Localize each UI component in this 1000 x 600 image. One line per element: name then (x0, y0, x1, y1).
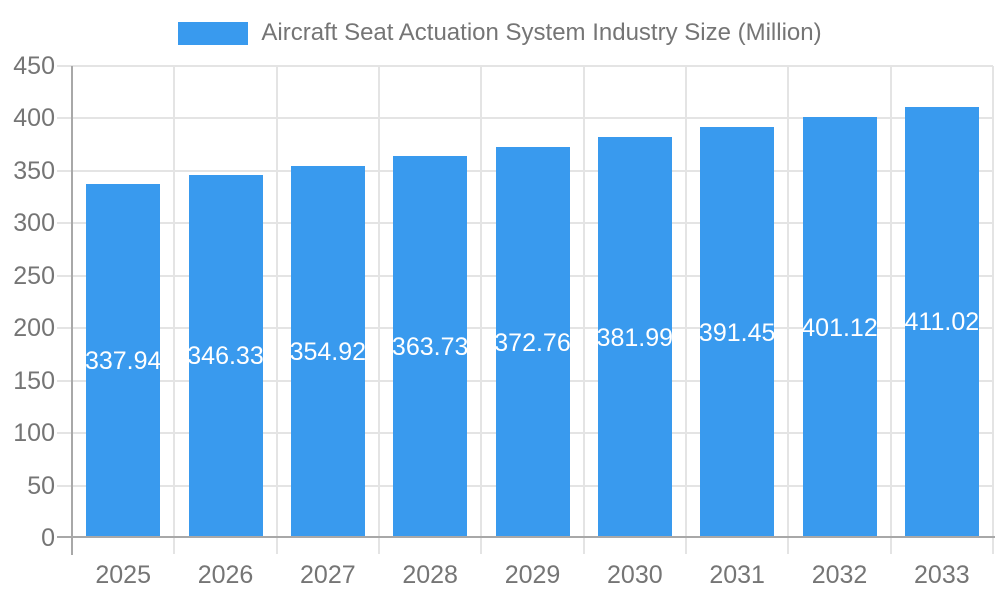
x-axis-tick (582, 538, 585, 554)
y-tick-label: 100 (13, 419, 55, 448)
bar-value-label: 363.73 (391, 333, 469, 362)
x-tick-label: 2033 (914, 561, 970, 589)
x-axis-tick (889, 538, 892, 554)
y-axis-tick (57, 327, 72, 330)
y-tick-label: 300 (13, 209, 55, 238)
y-tick-label: 400 (13, 104, 55, 133)
x-axis-tick (173, 538, 176, 554)
x-axis-tick (378, 538, 380, 554)
x-axis-tick (480, 538, 483, 554)
x-tick-label: 2025 (95, 561, 151, 589)
y-axis-tick (57, 169, 72, 172)
gridline-v (889, 66, 892, 538)
gridline-h (72, 117, 993, 120)
bar-value-label: 372.76 (494, 328, 571, 357)
y-axis-line (71, 66, 73, 555)
bar-value-label: 411.02 (904, 308, 980, 337)
gridline-v (173, 66, 176, 538)
bar-2025[interactable] (86, 183, 161, 538)
bar-2027[interactable] (290, 165, 365, 538)
x-tick-label: 2027 (300, 561, 356, 589)
y-tick-label: 50 (27, 471, 55, 500)
y-axis-tick (57, 274, 72, 277)
bar-2030[interactable] (597, 137, 672, 538)
y-axis-tick (57, 65, 72, 67)
y-axis-tick (57, 117, 72, 120)
y-axis-tick (57, 484, 72, 487)
bar-value-label: 391.45 (698, 318, 776, 347)
gridline-v (480, 66, 483, 538)
x-tick-label: 2029 (504, 561, 561, 589)
x-tick-label: 2030 (607, 561, 663, 589)
x-tick-label: 2031 (709, 561, 765, 589)
y-tick-label: 0 (41, 524, 55, 552)
bar-value-label: 354.92 (289, 337, 367, 366)
bar-2029[interactable] (495, 147, 570, 538)
gridline-v (582, 66, 585, 538)
legend-label: Aircraft Seat Actuation System Industry … (261, 19, 822, 46)
y-axis-tick (57, 222, 72, 225)
y-tick-label: 150 (13, 366, 55, 395)
x-tick-label: 2026 (197, 561, 254, 589)
x-tick-label: 2028 (402, 561, 458, 589)
x-axis-tick (992, 538, 994, 554)
bar-2026[interactable] (188, 174, 263, 538)
gridline-v (378, 66, 380, 538)
bar-value-label: 401.12 (801, 313, 878, 342)
y-axis-tick (57, 379, 72, 382)
gridline-v (685, 66, 687, 538)
bar-2032[interactable] (802, 117, 877, 538)
x-tick-label: 2032 (811, 561, 868, 589)
gridline-h (72, 65, 993, 67)
y-tick-label: 450 (13, 52, 55, 80)
y-axis-tick (57, 432, 72, 435)
gridline-v (275, 66, 278, 538)
gridline-v (787, 66, 790, 538)
x-axis-line (57, 536, 995, 538)
x-axis-tick (685, 538, 687, 554)
plot-area: 0 50 100 150 200 250 300 350 400 450 337.94 2025 346… (13, 52, 995, 589)
x-axis-tick (275, 538, 278, 554)
y-tick-label: 250 (13, 261, 55, 290)
gridline-v (992, 66, 994, 538)
legend-swatch (178, 21, 249, 45)
bar-2028[interactable] (393, 156, 468, 538)
bar-2031[interactable] (700, 127, 775, 538)
chart-legend[interactable]: Aircraft Seat Actuation System Industry … (0, 19, 1000, 47)
bar-value-label: 337.94 (84, 346, 162, 375)
bar-value-label: 381.99 (596, 323, 674, 352)
x-axis-tick (787, 538, 790, 554)
bar-2033[interactable] (904, 106, 979, 538)
y-tick-label: 350 (13, 156, 55, 185)
bar-value-label: 346.33 (187, 342, 264, 371)
y-tick-label: 200 (13, 314, 55, 343)
